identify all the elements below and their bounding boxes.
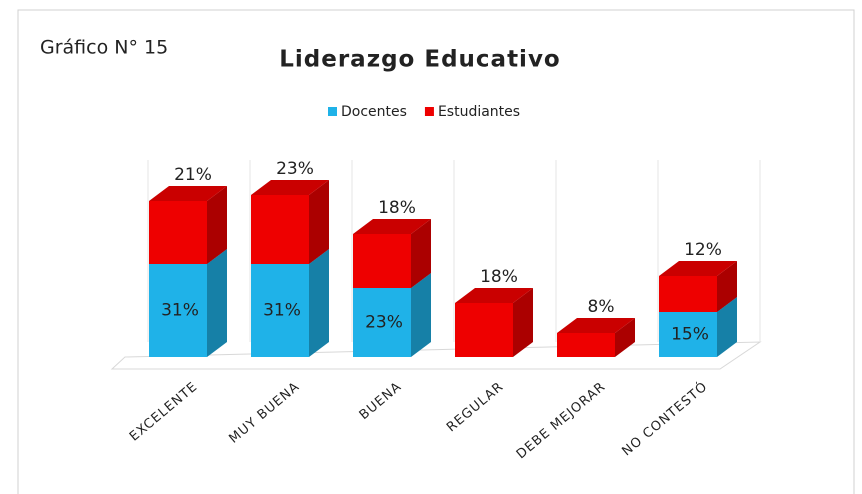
- bar-side: [207, 186, 227, 264]
- data-label: 18%: [378, 198, 416, 218]
- bar: [557, 333, 615, 357]
- bar-side: [717, 297, 737, 357]
- data-label: 31%: [263, 301, 301, 321]
- bar-top: [149, 186, 227, 201]
- data-label: 21%: [174, 165, 212, 185]
- bar-side: [309, 249, 329, 357]
- bar-side: [717, 261, 737, 312]
- bar: [455, 303, 513, 357]
- legend-label: Docentes: [341, 104, 407, 120]
- bar: [251, 195, 309, 264]
- bar: [353, 288, 411, 357]
- legend-swatch: [424, 107, 434, 116]
- legend-swatch: [328, 107, 337, 116]
- bar: [659, 312, 717, 357]
- data-label: 15%: [671, 325, 709, 345]
- bar: [251, 264, 309, 357]
- bar-top: [251, 180, 329, 195]
- bar-top: [455, 288, 533, 303]
- bar-side: [513, 288, 533, 357]
- bar: [149, 264, 207, 357]
- data-label: 8%: [588, 297, 615, 317]
- bar-side: [207, 249, 227, 357]
- bar: [659, 276, 717, 312]
- bar-top: [557, 318, 635, 333]
- chart-title: Liderazgo Educativo: [279, 47, 561, 73]
- bar-side: [615, 318, 635, 357]
- bar: [353, 234, 411, 288]
- bar: [149, 201, 207, 264]
- data-label: 18%: [480, 267, 518, 287]
- bar-side: [309, 180, 329, 264]
- chart-label: Gráfico N° 15: [40, 37, 168, 59]
- data-label: 31%: [161, 301, 199, 321]
- data-label: 12%: [684, 240, 722, 260]
- data-label: 23%: [276, 159, 314, 179]
- bar-side: [411, 219, 431, 288]
- data-label: 23%: [365, 313, 403, 333]
- bar-top: [353, 219, 431, 234]
- bar-side: [411, 273, 431, 357]
- legend-label: Estudiantes: [438, 104, 520, 120]
- bar-top: [659, 261, 737, 276]
